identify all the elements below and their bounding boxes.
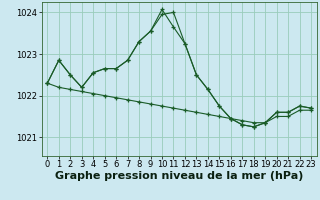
X-axis label: Graphe pression niveau de la mer (hPa): Graphe pression niveau de la mer (hPa) bbox=[55, 171, 303, 181]
